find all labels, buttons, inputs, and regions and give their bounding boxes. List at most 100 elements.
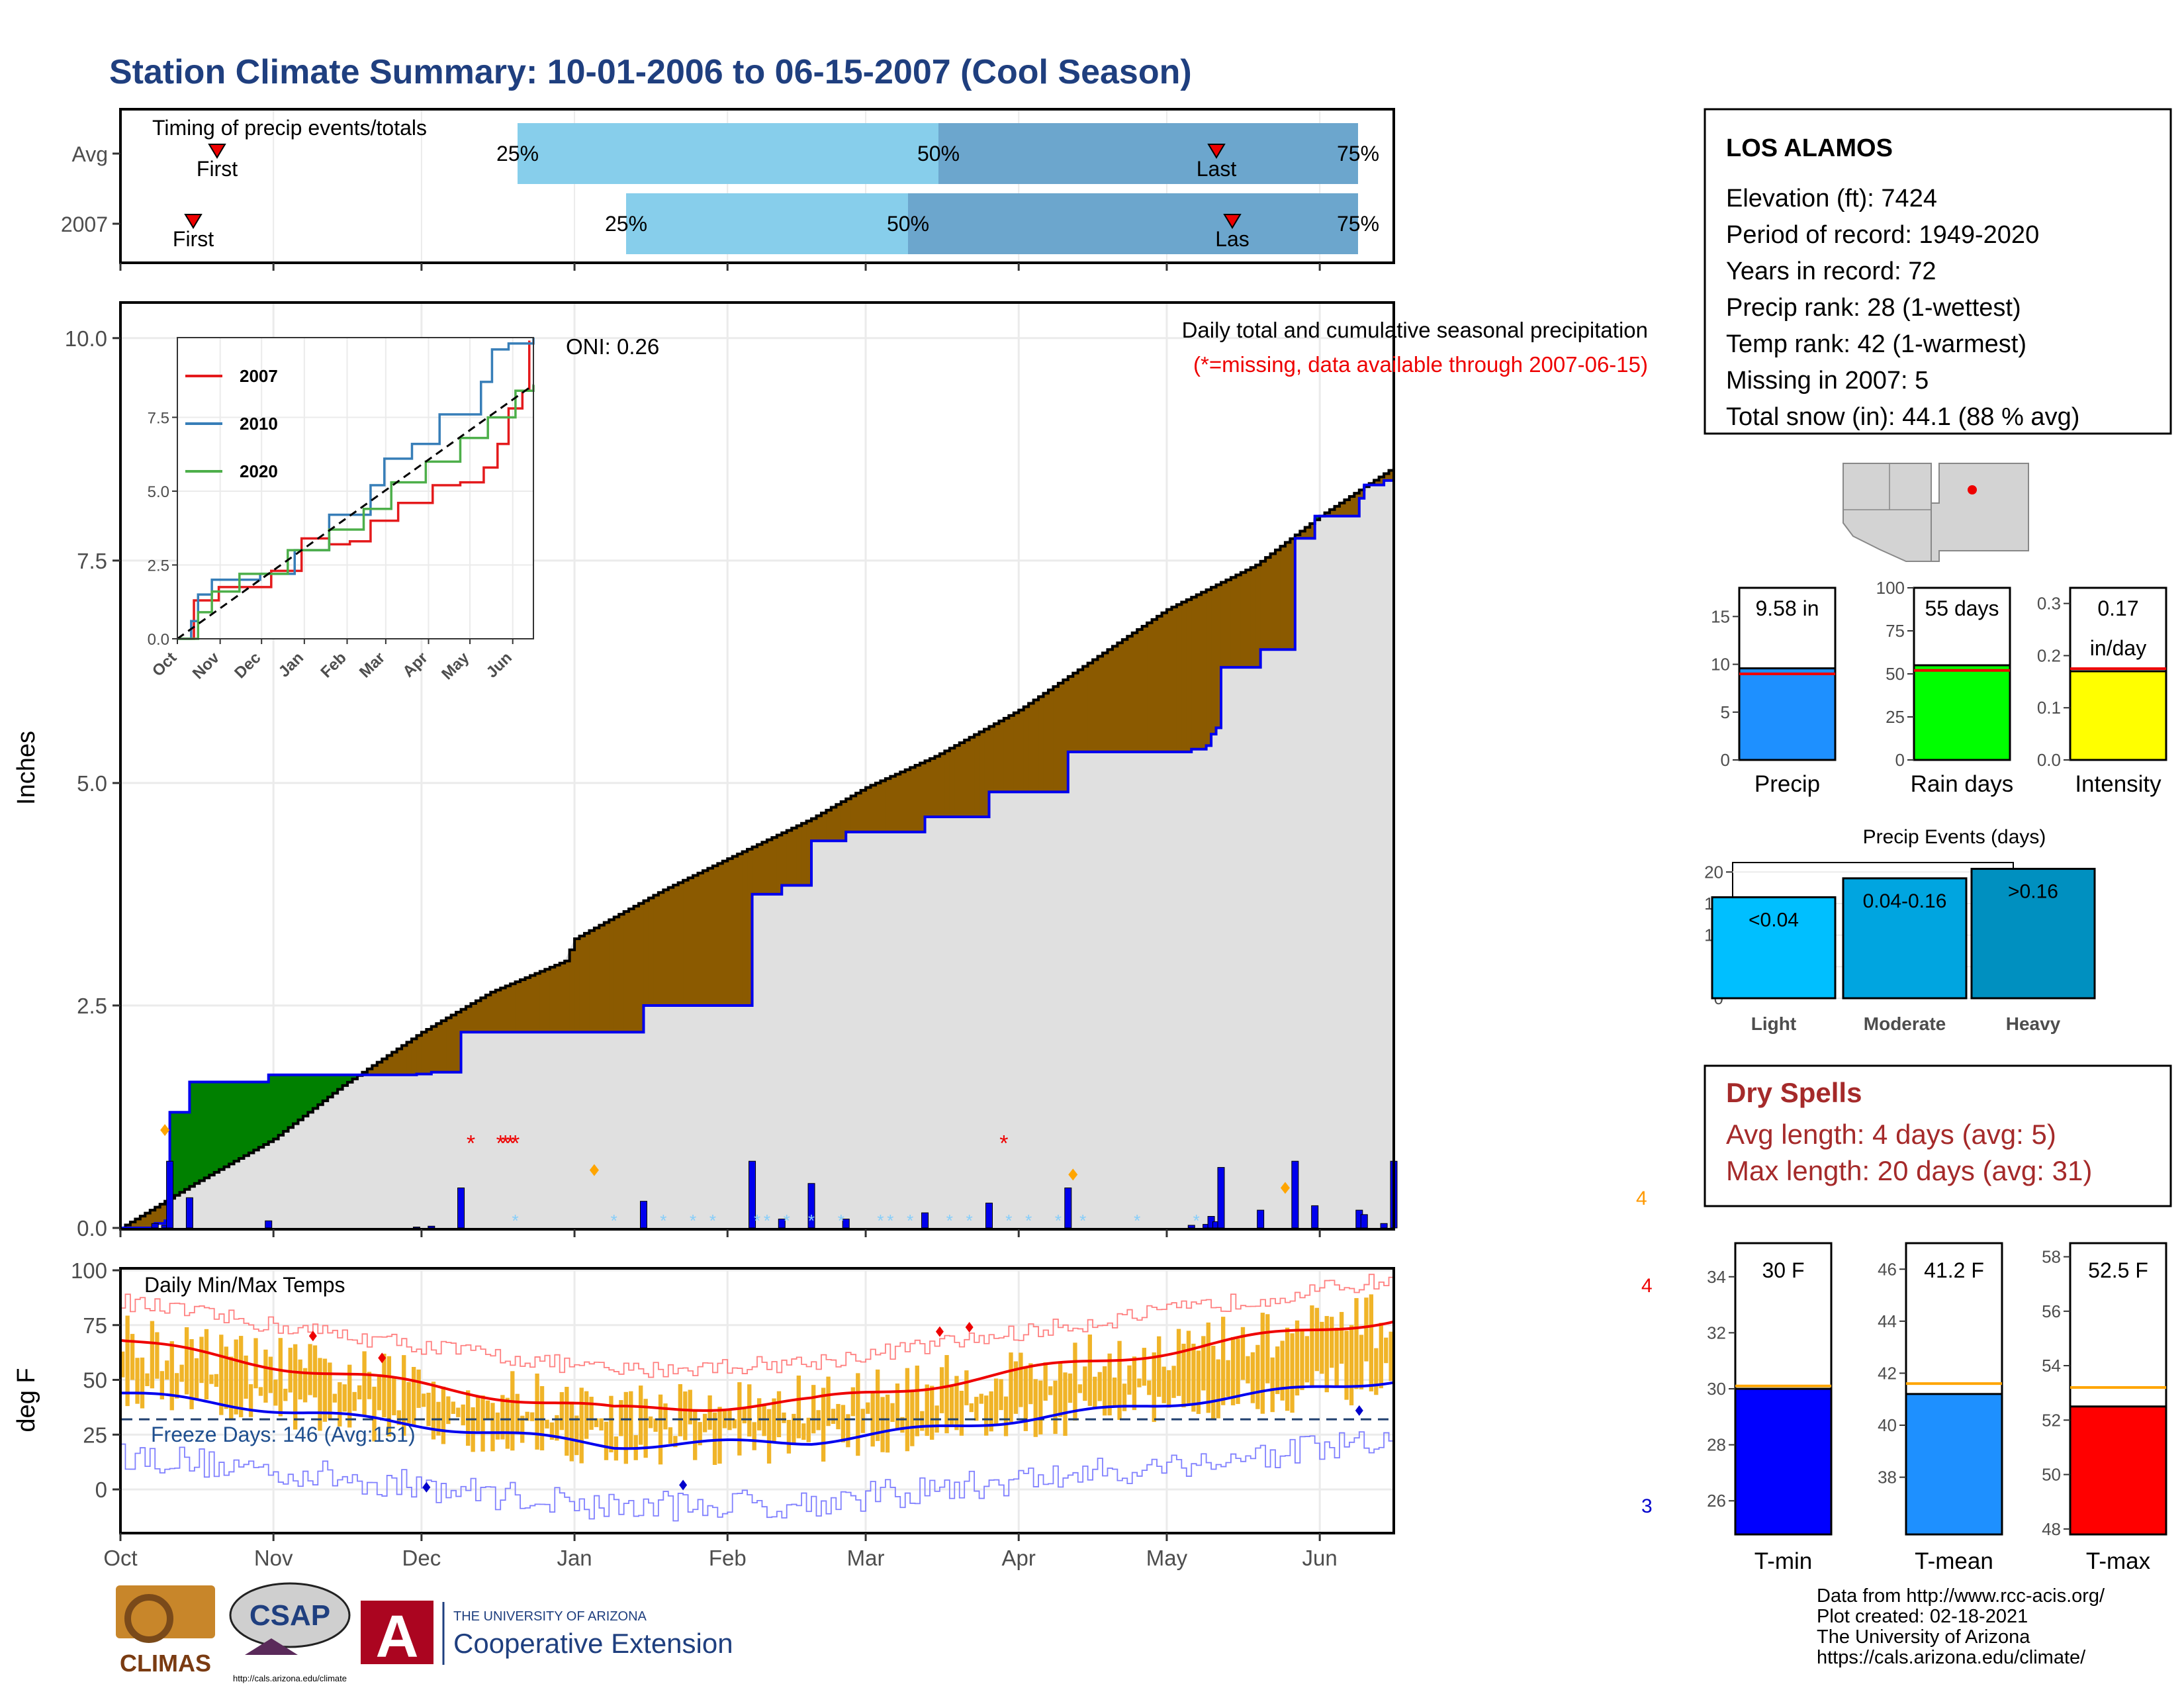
temp-bar-tick-label: 54 [2042, 1356, 2061, 1376]
daily-temp-bar [801, 1423, 806, 1440]
daily-temp-bar [565, 1387, 569, 1456]
daily-temp-bar [1320, 1321, 1324, 1374]
daily-temp-bar [293, 1344, 298, 1430]
below-average-fill [1201, 592, 1207, 749]
daily-temp-bar [959, 1391, 964, 1436]
missing-marker: * [501, 1131, 510, 1156]
daily-temp-bar [278, 1338, 283, 1417]
missing-marker: * [511, 1131, 520, 1156]
daily-temp-bar [974, 1397, 979, 1421]
above-average-fill [199, 1082, 205, 1181]
daily-temp-bar [673, 1436, 678, 1448]
daily-temp-bar [312, 1345, 318, 1398]
daily-temp-bar [209, 1374, 214, 1384]
below-average-fill [1334, 506, 1340, 516]
daily-temp-bar [1240, 1327, 1246, 1380]
daily-temp-bar [925, 1384, 929, 1436]
footer-line: Plot created: 02-18-2021 [1817, 1606, 2028, 1627]
temp-bar-tick-label: 52 [2042, 1410, 2061, 1430]
below-average-fill [915, 765, 921, 832]
dry-spells-avg: Avg length: 4 days (avg: 5) [1726, 1119, 2056, 1150]
above-average-fill [293, 1074, 299, 1124]
below-average-fill [1280, 546, 1286, 650]
daily-temp-bar [1206, 1322, 1210, 1413]
daily-temp-bar [525, 1411, 529, 1421]
daily-temp-bar [224, 1346, 228, 1409]
daily-temp-bar [880, 1397, 885, 1452]
record-high-marker [308, 1331, 317, 1342]
below-average-fill [555, 965, 561, 1033]
above-average-fill [1314, 516, 1320, 520]
below-average-fill [737, 854, 743, 1006]
below-average-fill [836, 804, 842, 841]
daily-temp-bar [920, 1411, 925, 1431]
below-average-fill [762, 842, 768, 894]
daily-temp-bar [549, 1422, 555, 1440]
events-bar-heavy [1970, 868, 2096, 1000]
above-average-fill [244, 1082, 250, 1156]
daily-temp-bar [584, 1391, 589, 1439]
snow-marker: * [1025, 1211, 1032, 1231]
below-average-fill [1033, 700, 1039, 792]
daily-temp-bar [263, 1349, 268, 1403]
below-average-fill [959, 742, 965, 817]
daily-temp-bar [969, 1403, 974, 1413]
daily-temp-bar [1384, 1337, 1388, 1364]
below-average-fill [1117, 643, 1123, 752]
daily-temp-bar [1186, 1331, 1191, 1404]
daily-temp-bar [559, 1392, 565, 1430]
dry-spells-max: Max length: 20 days (avg: 31) [1726, 1155, 2092, 1186]
daily-temp-bar [461, 1404, 465, 1426]
daily-temp-bar [999, 1379, 1003, 1411]
daily-temp-bar [796, 1376, 801, 1438]
below-average-fill [510, 984, 516, 1033]
daily-temp-bar [1260, 1313, 1265, 1414]
below-average-fill [890, 776, 896, 832]
daily-temp-bar [1250, 1352, 1255, 1403]
daily-temp-bar [416, 1369, 421, 1408]
above-average-fill [308, 1074, 314, 1113]
timing-first-marker [208, 144, 226, 159]
below-average-fill [870, 785, 876, 832]
daily-temp-bar [1304, 1336, 1310, 1383]
daily-temp-bar [1003, 1396, 1009, 1436]
snow-marker: * [784, 1211, 790, 1231]
precip-corner-number: 4 [1636, 1188, 1647, 1209]
temperature-summary-bars: 30 F 26 28 30 32 34 T-min 41.2 F 38 40 42 44 46 T-mea… [1707, 1242, 2167, 1574]
temp-bar-tick-label: 56 [2042, 1301, 2061, 1321]
daily-temp-bar [229, 1356, 234, 1419]
below-average-fill [500, 988, 506, 1033]
below-average-fill [1230, 577, 1236, 668]
snow-marker: * [764, 1211, 770, 1231]
below-average-fill [411, 1039, 418, 1075]
below-average-fill [559, 962, 565, 1033]
below-average-fill [569, 949, 575, 1033]
snow-marker: * [1005, 1211, 1012, 1231]
daily-temp-bar [1226, 1360, 1230, 1397]
missing-marker: * [999, 1131, 1008, 1156]
daily-temp-bar [302, 1368, 308, 1403]
temp-x-tick-label: Nov [254, 1546, 293, 1570]
events-bar-light [1711, 896, 1837, 1000]
below-average-fill [1354, 493, 1360, 516]
below-average-fill [614, 917, 619, 1033]
inset-legend-label: 2007 [240, 366, 278, 386]
below-average-fill [1068, 676, 1073, 752]
daily-temp-bar [762, 1404, 766, 1436]
daily-precip-bar [921, 1212, 929, 1229]
daily-temp-bar [258, 1387, 263, 1396]
below-average-fill [125, 1225, 131, 1228]
daily-temp-bar [1117, 1340, 1122, 1420]
above-average-fill [258, 1082, 264, 1148]
daily-temp-bar [1171, 1366, 1176, 1398]
daily-temp-bar [431, 1382, 436, 1440]
daily-precip-bar [639, 1201, 647, 1229]
daily-temp-bar [382, 1353, 387, 1418]
below-average-fill [1053, 686, 1059, 792]
daily-temp-bar [1058, 1363, 1063, 1417]
below-average-fill [130, 1222, 136, 1228]
below-average-fill [772, 837, 778, 894]
below-average-fill [742, 851, 748, 1006]
station-line: Precip rank: 28 (1-wettest) [1726, 294, 2021, 322]
daily-temp-bar [1388, 1331, 1393, 1382]
